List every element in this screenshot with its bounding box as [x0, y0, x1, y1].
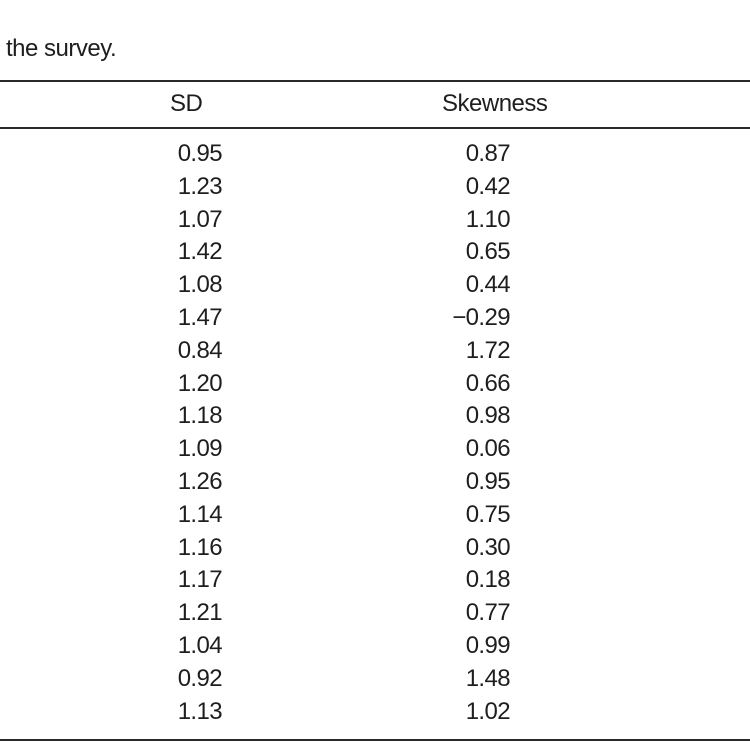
table-header-rule [0, 127, 750, 129]
cell-skewness: 0.87 [465, 140, 511, 167]
cell-skewness: 1.02 [465, 697, 511, 725]
cell-sd: 0.95 [177, 140, 223, 167]
table-row: 1.17 0.18 [0, 565, 750, 598]
cell-skewness: −0.29 [452, 303, 510, 331]
cell-skewness: 0.06 [465, 435, 511, 463]
cell-sd: 1.42 [177, 238, 223, 266]
cell-sd: 0.84 [177, 336, 223, 364]
cell-sd: 1.21 [177, 599, 223, 627]
table-row: 0.84 1.72 [0, 336, 750, 369]
cell-sd: 1.20 [177, 369, 223, 397]
table-row: 1.16 0.30 [0, 533, 750, 566]
cell-sd: 1.07 [177, 205, 223, 233]
table-row: 1.26 0.95 [0, 467, 750, 500]
cell-sd: 1.23 [177, 172, 223, 200]
cell-sd: 1.17 [177, 566, 223, 594]
cell-skewness: 1.72 [465, 336, 511, 364]
column-header-sd: SD [170, 90, 203, 117]
table-row: 1.20 0.66 [0, 369, 750, 402]
table-row: 1.14 0.75 [0, 500, 750, 533]
table-caption: the survey. [6, 35, 117, 62]
cell-sd: 1.13 [177, 697, 223, 725]
cell-skewness: 0.95 [465, 467, 511, 495]
cell-skewness: 0.98 [465, 402, 511, 430]
cell-skewness: 0.75 [465, 500, 511, 528]
table-body: 0.95 0.87 1.23 0.42 1.07 1.10 1.42 0.65 1.08 0.44… [0, 139, 750, 729]
cell-skewness: 0.99 [465, 631, 511, 659]
table-row: 1.07 1.10 [0, 205, 750, 238]
cell-sd: 1.09 [177, 435, 223, 463]
cell-skewness: 0.66 [465, 369, 511, 397]
cell-sd: 1.47 [177, 303, 223, 331]
column-header-skewness: Skewness [442, 90, 548, 117]
cell-sd: 1.26 [177, 467, 223, 495]
table-row: 1.21 0.77 [0, 598, 750, 631]
cell-skewness: 0.42 [465, 172, 511, 200]
table-row: 0.95 0.87 [0, 139, 750, 172]
cell-sd: 1.08 [177, 271, 223, 299]
table-row: 1.42 0.65 [0, 237, 750, 270]
table-top-rule [0, 80, 750, 82]
table-row: 1.18 0.98 [0, 401, 750, 434]
table-row: 0.92 1.48 [0, 664, 750, 697]
cell-skewness: 0.44 [465, 271, 511, 299]
cell-skewness: 0.18 [465, 566, 511, 594]
table-bottom-rule [0, 739, 750, 741]
table-row: 1.08 0.44 [0, 270, 750, 303]
cell-sd: 1.18 [177, 402, 223, 430]
table-row: 1.04 0.99 [0, 631, 750, 664]
cell-skewness: 1.48 [465, 664, 511, 692]
cell-sd: 0.92 [177, 664, 223, 692]
table-row: 1.13 1.02 [0, 697, 750, 730]
table-row: 1.47 −0.29 [0, 303, 750, 336]
table-row: 1.09 0.06 [0, 434, 750, 467]
cell-sd: 1.04 [177, 631, 223, 659]
cell-skewness: 0.65 [465, 238, 511, 266]
cell-skewness: 1.10 [465, 205, 511, 233]
table-row: 1.23 0.42 [0, 172, 750, 205]
cell-sd: 1.16 [177, 533, 223, 561]
cell-skewness: 0.30 [465, 533, 511, 561]
cell-skewness: 0.77 [465, 599, 511, 627]
cell-sd: 1.14 [177, 500, 223, 528]
